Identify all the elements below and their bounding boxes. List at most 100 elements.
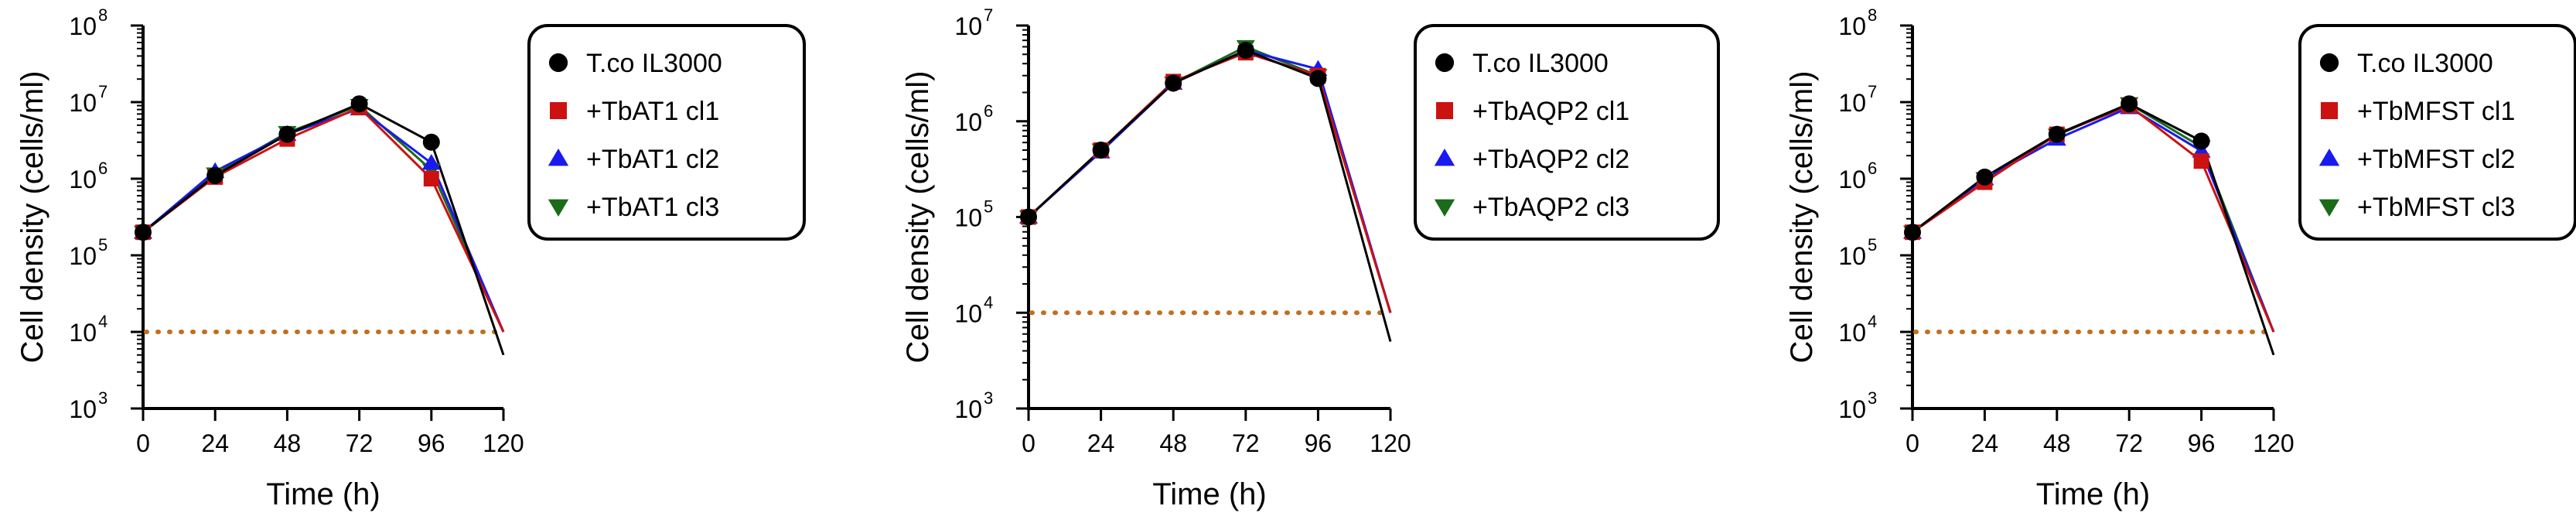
legend-entry-label: +TbMFST cl2: [2357, 145, 2515, 174]
legend-marker: [2319, 53, 2339, 73]
y-tick-base: 10: [1838, 395, 1866, 423]
data-point: [1976, 168, 1994, 186]
y-tick-base: 10: [1838, 242, 1866, 270]
y-tick-label: 10: [1838, 395, 1866, 423]
legend-entry-label: +TbMFST cl3: [2357, 193, 2515, 222]
legend-entry-label: T.co IL3000: [586, 49, 722, 78]
x-tick-label: 48: [1159, 429, 1187, 457]
x-tick-label: 24: [1087, 429, 1115, 457]
legend-marker: [1434, 199, 1455, 217]
x-tick-label: 96: [2188, 429, 2216, 457]
x-tick-label: 72: [1232, 429, 1260, 457]
y-tick-exponent: 5: [1868, 235, 1877, 255]
y-tick-base: 10: [954, 204, 982, 232]
y-tick-base: 10: [1838, 166, 1866, 193]
series-line-1: [1027, 49, 1392, 342]
x-tick-label: 24: [201, 429, 229, 457]
data-point: [2192, 132, 2210, 150]
y-tick-exponent: 6: [1868, 159, 1877, 178]
y-tick-label: 10: [69, 319, 97, 347]
legend-box: [1414, 24, 1720, 241]
x-axis-label: Time (h): [266, 477, 380, 511]
x-axis-label: Time (h): [2036, 477, 2150, 511]
y-tick-base: 10: [69, 12, 97, 40]
data-point: [423, 171, 439, 186]
data-point: [135, 224, 152, 241]
y-tick-label: 10: [1838, 242, 1866, 270]
series-line-1: [1912, 102, 2275, 356]
data-point: [2193, 153, 2209, 169]
x-tick-label: 24: [1971, 429, 1999, 457]
legend-marker: [1435, 53, 1455, 73]
y-axis-label: Cell density (cells/ml): [15, 71, 49, 364]
y-tick-exponent: 5: [98, 235, 107, 255]
y-tick-exponent: 8: [98, 5, 107, 25]
data-point: [1165, 74, 1182, 92]
y-tick-label: 10: [954, 299, 982, 327]
legend-box: [527, 24, 806, 241]
legend-box: [2298, 24, 2576, 241]
legend-marker: [548, 53, 568, 73]
x-tick-label: 48: [2043, 429, 2071, 457]
y-tick-exponent: 6: [984, 101, 993, 121]
y-tick-label: 10: [69, 395, 97, 423]
y-tick-exponent: 5: [984, 197, 993, 217]
x-tick-label: 120: [1370, 429, 1411, 457]
x-tick-label: 0: [1906, 429, 1919, 457]
y-tick-exponent: 4: [1868, 312, 1877, 331]
legend-marker: [2321, 102, 2338, 119]
y-tick-base: 10: [69, 166, 97, 193]
y-tick-exponent: 7: [984, 5, 993, 25]
legend-marker: [548, 149, 569, 166]
data-point: [1092, 142, 1110, 159]
y-tick-exponent: 3: [98, 388, 107, 408]
series-line-4: [1912, 102, 2275, 333]
x-tick-label: 120: [483, 429, 524, 457]
legend-marker: [1434, 149, 1455, 166]
y-tick-base: 10: [69, 242, 97, 270]
x-axis-label: Time (h): [1152, 477, 1266, 511]
data-point: [1309, 70, 1327, 87]
legend-marker: [1436, 102, 1453, 119]
y-tick-label: 10: [954, 395, 982, 423]
y-tick-base: 10: [1838, 319, 1866, 347]
y-tick-base: 10: [1838, 12, 1866, 40]
x-tick-label: 0: [1022, 429, 1036, 457]
legend-marker: [2318, 149, 2340, 166]
y-tick-label: 10: [1838, 12, 1866, 40]
y-tick-label: 10: [1838, 89, 1866, 117]
data-point: [1237, 42, 1254, 60]
series-line-1: [142, 102, 505, 356]
y-tick-exponent: 7: [98, 82, 107, 101]
series-line-4: [1027, 45, 1392, 313]
legend-entry-label: +TbAQP2 cl1: [1472, 97, 1629, 126]
legend-entry-label: +TbMFST cl1: [2357, 97, 2515, 126]
x-tick-label: 48: [274, 429, 302, 457]
y-tick-label: 10: [1838, 319, 1866, 347]
y-axis-label: Cell density (cells/ml): [1785, 71, 1819, 364]
series-line-2: [1027, 51, 1392, 313]
legend-marker: [2318, 199, 2340, 217]
data-point: [1020, 208, 1037, 226]
series-line-3: [142, 107, 505, 333]
series-line-3: [1912, 106, 2275, 333]
y-tick-exponent: 7: [1868, 82, 1877, 101]
x-tick-label: 72: [346, 429, 374, 457]
legend-marker: [550, 102, 567, 119]
y-tick-label: 10: [1838, 166, 1866, 193]
y-tick-base: 10: [69, 89, 97, 117]
data-point: [206, 166, 224, 184]
y-tick-exponent: 3: [984, 388, 993, 408]
data-point: [422, 133, 440, 151]
x-tick-label: 120: [2253, 429, 2294, 457]
y-tick-label: 10: [954, 108, 982, 136]
series-line-3: [1027, 49, 1392, 313]
y-tick-base: 10: [954, 395, 982, 423]
y-tick-base: 10: [69, 395, 97, 423]
x-tick-label: 72: [2115, 429, 2143, 457]
y-tick-exponent: 4: [984, 292, 993, 312]
